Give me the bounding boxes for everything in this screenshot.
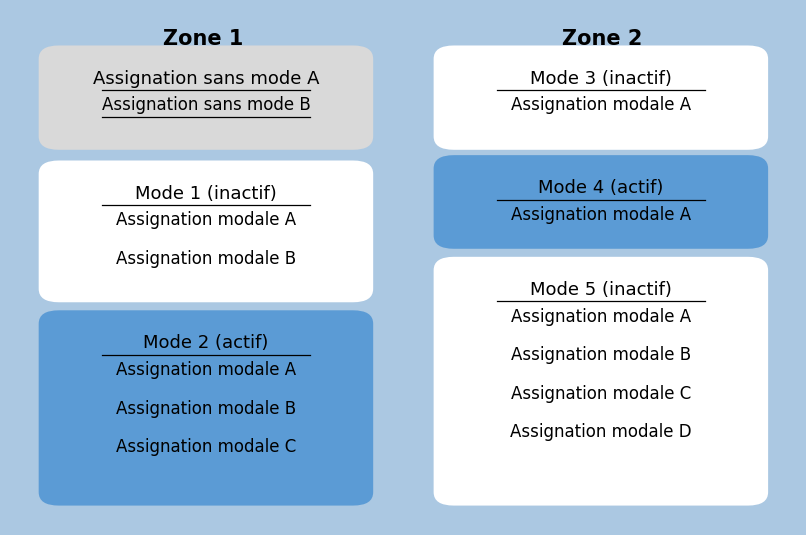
Text: Assignation modale B: Assignation modale B: [116, 400, 296, 418]
Text: Assignation modale C: Assignation modale C: [511, 385, 691, 403]
Text: Mode 3 (inactif): Mode 3 (inactif): [530, 70, 672, 88]
Text: Mode 5 (inactif): Mode 5 (inactif): [530, 281, 672, 299]
Text: Zone 1: Zone 1: [164, 29, 243, 49]
Text: Assignation modale A: Assignation modale A: [116, 211, 296, 230]
FancyBboxPatch shape: [20, 13, 387, 519]
FancyBboxPatch shape: [39, 45, 373, 150]
Text: Assignation sans mode A: Assignation sans mode A: [93, 70, 319, 88]
Text: Assignation modale A: Assignation modale A: [511, 206, 691, 224]
Text: Zone 2: Zone 2: [563, 29, 642, 49]
Text: Mode 1 (inactif): Mode 1 (inactif): [135, 185, 276, 203]
Text: Assignation modale B: Assignation modale B: [511, 346, 691, 364]
FancyBboxPatch shape: [419, 13, 786, 519]
Text: Assignation sans mode B: Assignation sans mode B: [102, 96, 310, 114]
Text: Assignation modale A: Assignation modale A: [116, 361, 296, 379]
Text: Mode 4 (actif): Mode 4 (actif): [538, 179, 663, 197]
Text: Assignation modale A: Assignation modale A: [511, 308, 691, 326]
FancyBboxPatch shape: [39, 310, 373, 506]
Text: Assignation modale D: Assignation modale D: [510, 423, 692, 441]
FancyBboxPatch shape: [434, 155, 768, 249]
Text: Mode 2 (actif): Mode 2 (actif): [143, 334, 268, 353]
FancyBboxPatch shape: [39, 160, 373, 302]
Text: Assignation modale C: Assignation modale C: [116, 438, 296, 456]
FancyBboxPatch shape: [434, 45, 768, 150]
Text: Assignation modale A: Assignation modale A: [511, 96, 691, 114]
Text: Assignation modale B: Assignation modale B: [116, 250, 296, 268]
FancyBboxPatch shape: [434, 257, 768, 506]
